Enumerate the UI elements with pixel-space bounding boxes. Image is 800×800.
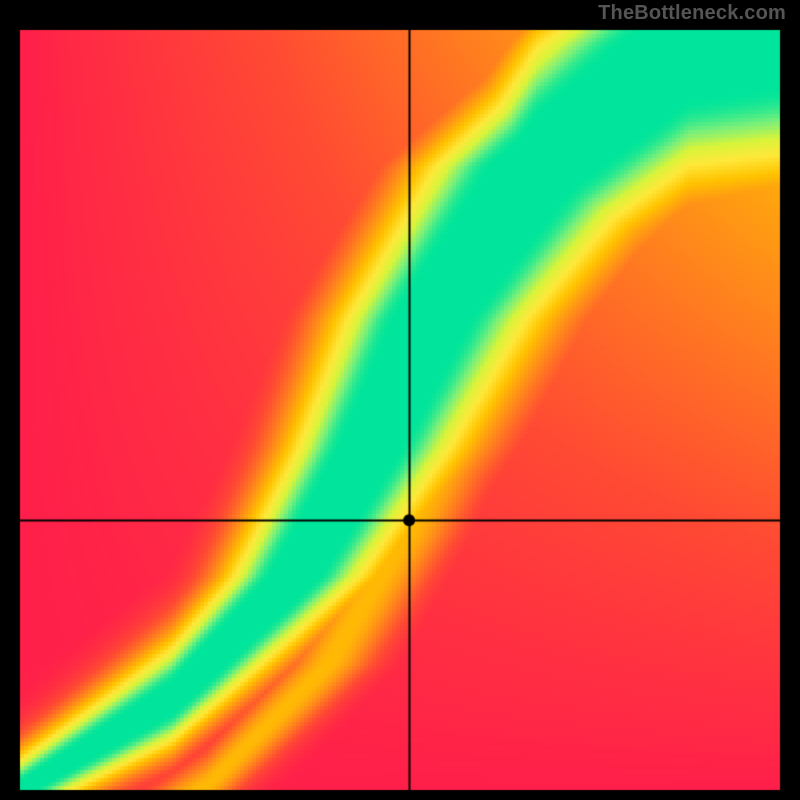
watermark-text: TheBottleneck.com bbox=[598, 2, 786, 25]
heatmap-canvas bbox=[0, 0, 800, 800]
chart-container: TheBottleneck.com bbox=[0, 0, 800, 800]
